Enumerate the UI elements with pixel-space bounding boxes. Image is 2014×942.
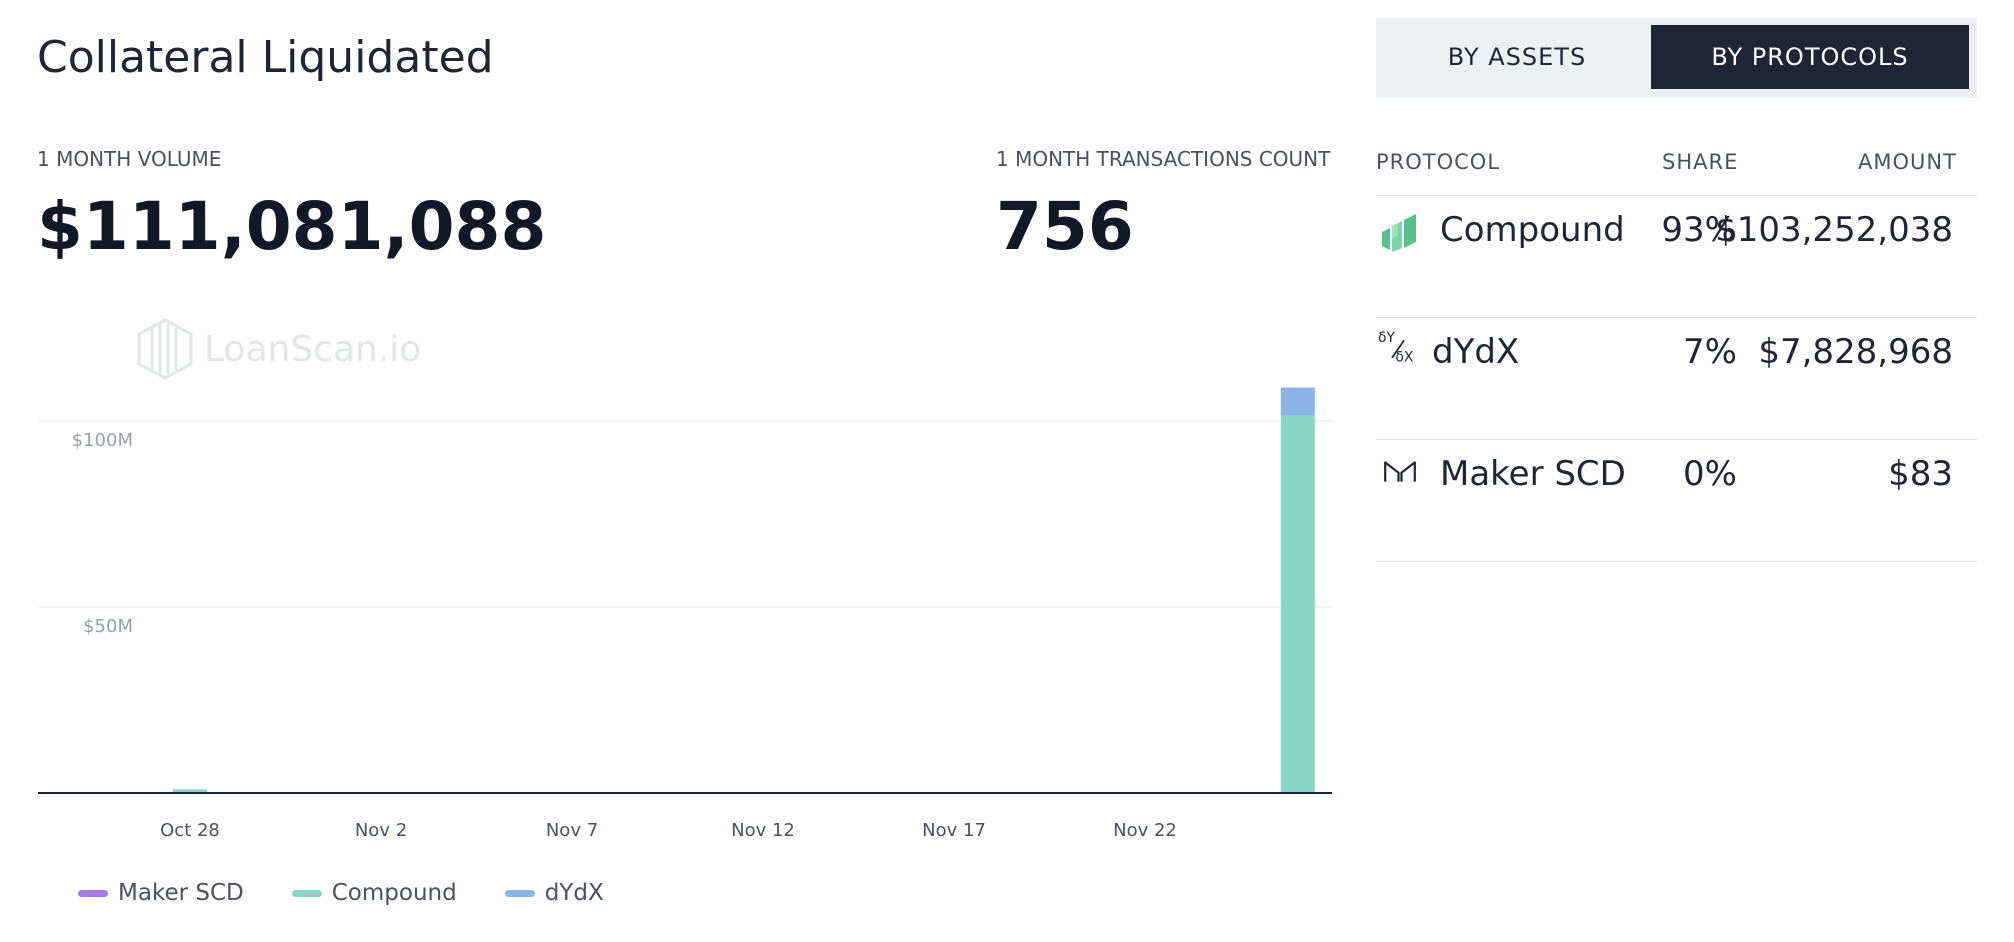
chart-legend: Maker SCD Compound dYdX: [78, 880, 652, 906]
protocol-amount: $103,252,038: [1715, 210, 1953, 250]
legend-item-compound[interactable]: Compound: [291, 880, 457, 906]
table-row-compound[interactable]: Compound 93% $103,252,038: [1376, 195, 1977, 318]
volume-value: $111,081,088: [37, 188, 547, 265]
protocol-share: 93%: [1661, 210, 1737, 250]
x-tick-label: Nov 7: [546, 820, 598, 840]
x-tick-label: Nov 17: [922, 820, 986, 840]
page-title: Collateral Liquidated: [37, 32, 494, 83]
legend-swatch: [78, 889, 108, 897]
protocol-name: dYdX: [1432, 332, 1520, 372]
y-tick-label: $100M: [72, 430, 133, 451]
table-row-dydx[interactable]: δY δX dYdX 7% $7,828,968: [1376, 317, 1977, 440]
bar-compound[interactable]: [1280, 415, 1315, 793]
transactions-label: 1 MONTH TRANSACTIONS COUNT: [996, 147, 1331, 171]
table-row-maker[interactable]: Maker SCD 0% $83: [1376, 439, 1977, 562]
view-toggle: BY ASSETS BY PROTOCOLS: [1376, 18, 1977, 98]
y-tick-label: $50M: [83, 616, 133, 637]
x-tick-label: Nov 2: [355, 820, 407, 840]
table-divider: [1376, 561, 1977, 562]
liquidations-chart: $50M $100M Oct 28 Nov 2 Nov 7 Nov 12 Nov 17 Nov…: [38, 387, 1332, 840]
maker-icon: [1384, 461, 1416, 482]
protocol-amount: $83: [1888, 454, 1953, 494]
protocol-share: 0%: [1683, 454, 1737, 494]
protocol-share: 7%: [1683, 332, 1737, 372]
x-tick-label: Nov 22: [1113, 820, 1177, 840]
legend-item-dydx[interactable]: dYdX: [504, 880, 604, 906]
watermark: LoanScan.io: [134, 316, 421, 382]
loanscan-logo-icon: [137, 318, 193, 380]
svg-text:δY: δY: [1378, 330, 1396, 346]
legend-item-maker-scd[interactable]: Maker SCD: [78, 880, 244, 906]
legend-swatch: [504, 889, 535, 897]
protocol-name: Maker SCD: [1440, 454, 1626, 494]
protocol-column-header[interactable]: PROTOCOL: [1376, 150, 1501, 174]
legend-label: dYdX: [544, 880, 604, 906]
volume-label: 1 MONTH VOLUME: [37, 147, 222, 171]
watermark-text: LoanScan.io: [204, 328, 422, 370]
amount-column-header[interactable]: AMOUNT: [1858, 150, 1957, 174]
share-column-header[interactable]: SHARE: [1662, 150, 1739, 174]
by-assets-button[interactable]: BY ASSETS: [1447, 43, 1587, 71]
svg-text:δX: δX: [1395, 349, 1414, 365]
bar-compound[interactable]: [173, 789, 207, 793]
x-tick-label: Nov 12: [731, 820, 795, 840]
protocol-amount: $7,828,968: [1758, 332, 1953, 372]
legend-label: Maker SCD: [118, 880, 244, 906]
legend-swatch: [291, 889, 322, 897]
dydx-icon: δY δX: [1378, 330, 1414, 365]
x-tick-label: Oct 28: [160, 820, 220, 840]
by-protocols-button[interactable]: BY PROTOCOLS: [1651, 25, 1969, 89]
legend-label: Compound: [331, 880, 457, 906]
compound-icon: [1382, 214, 1416, 252]
bar-dydx[interactable]: [1280, 387, 1315, 416]
protocol-name: Compound: [1440, 210, 1625, 250]
transactions-value: 756: [996, 188, 1134, 265]
